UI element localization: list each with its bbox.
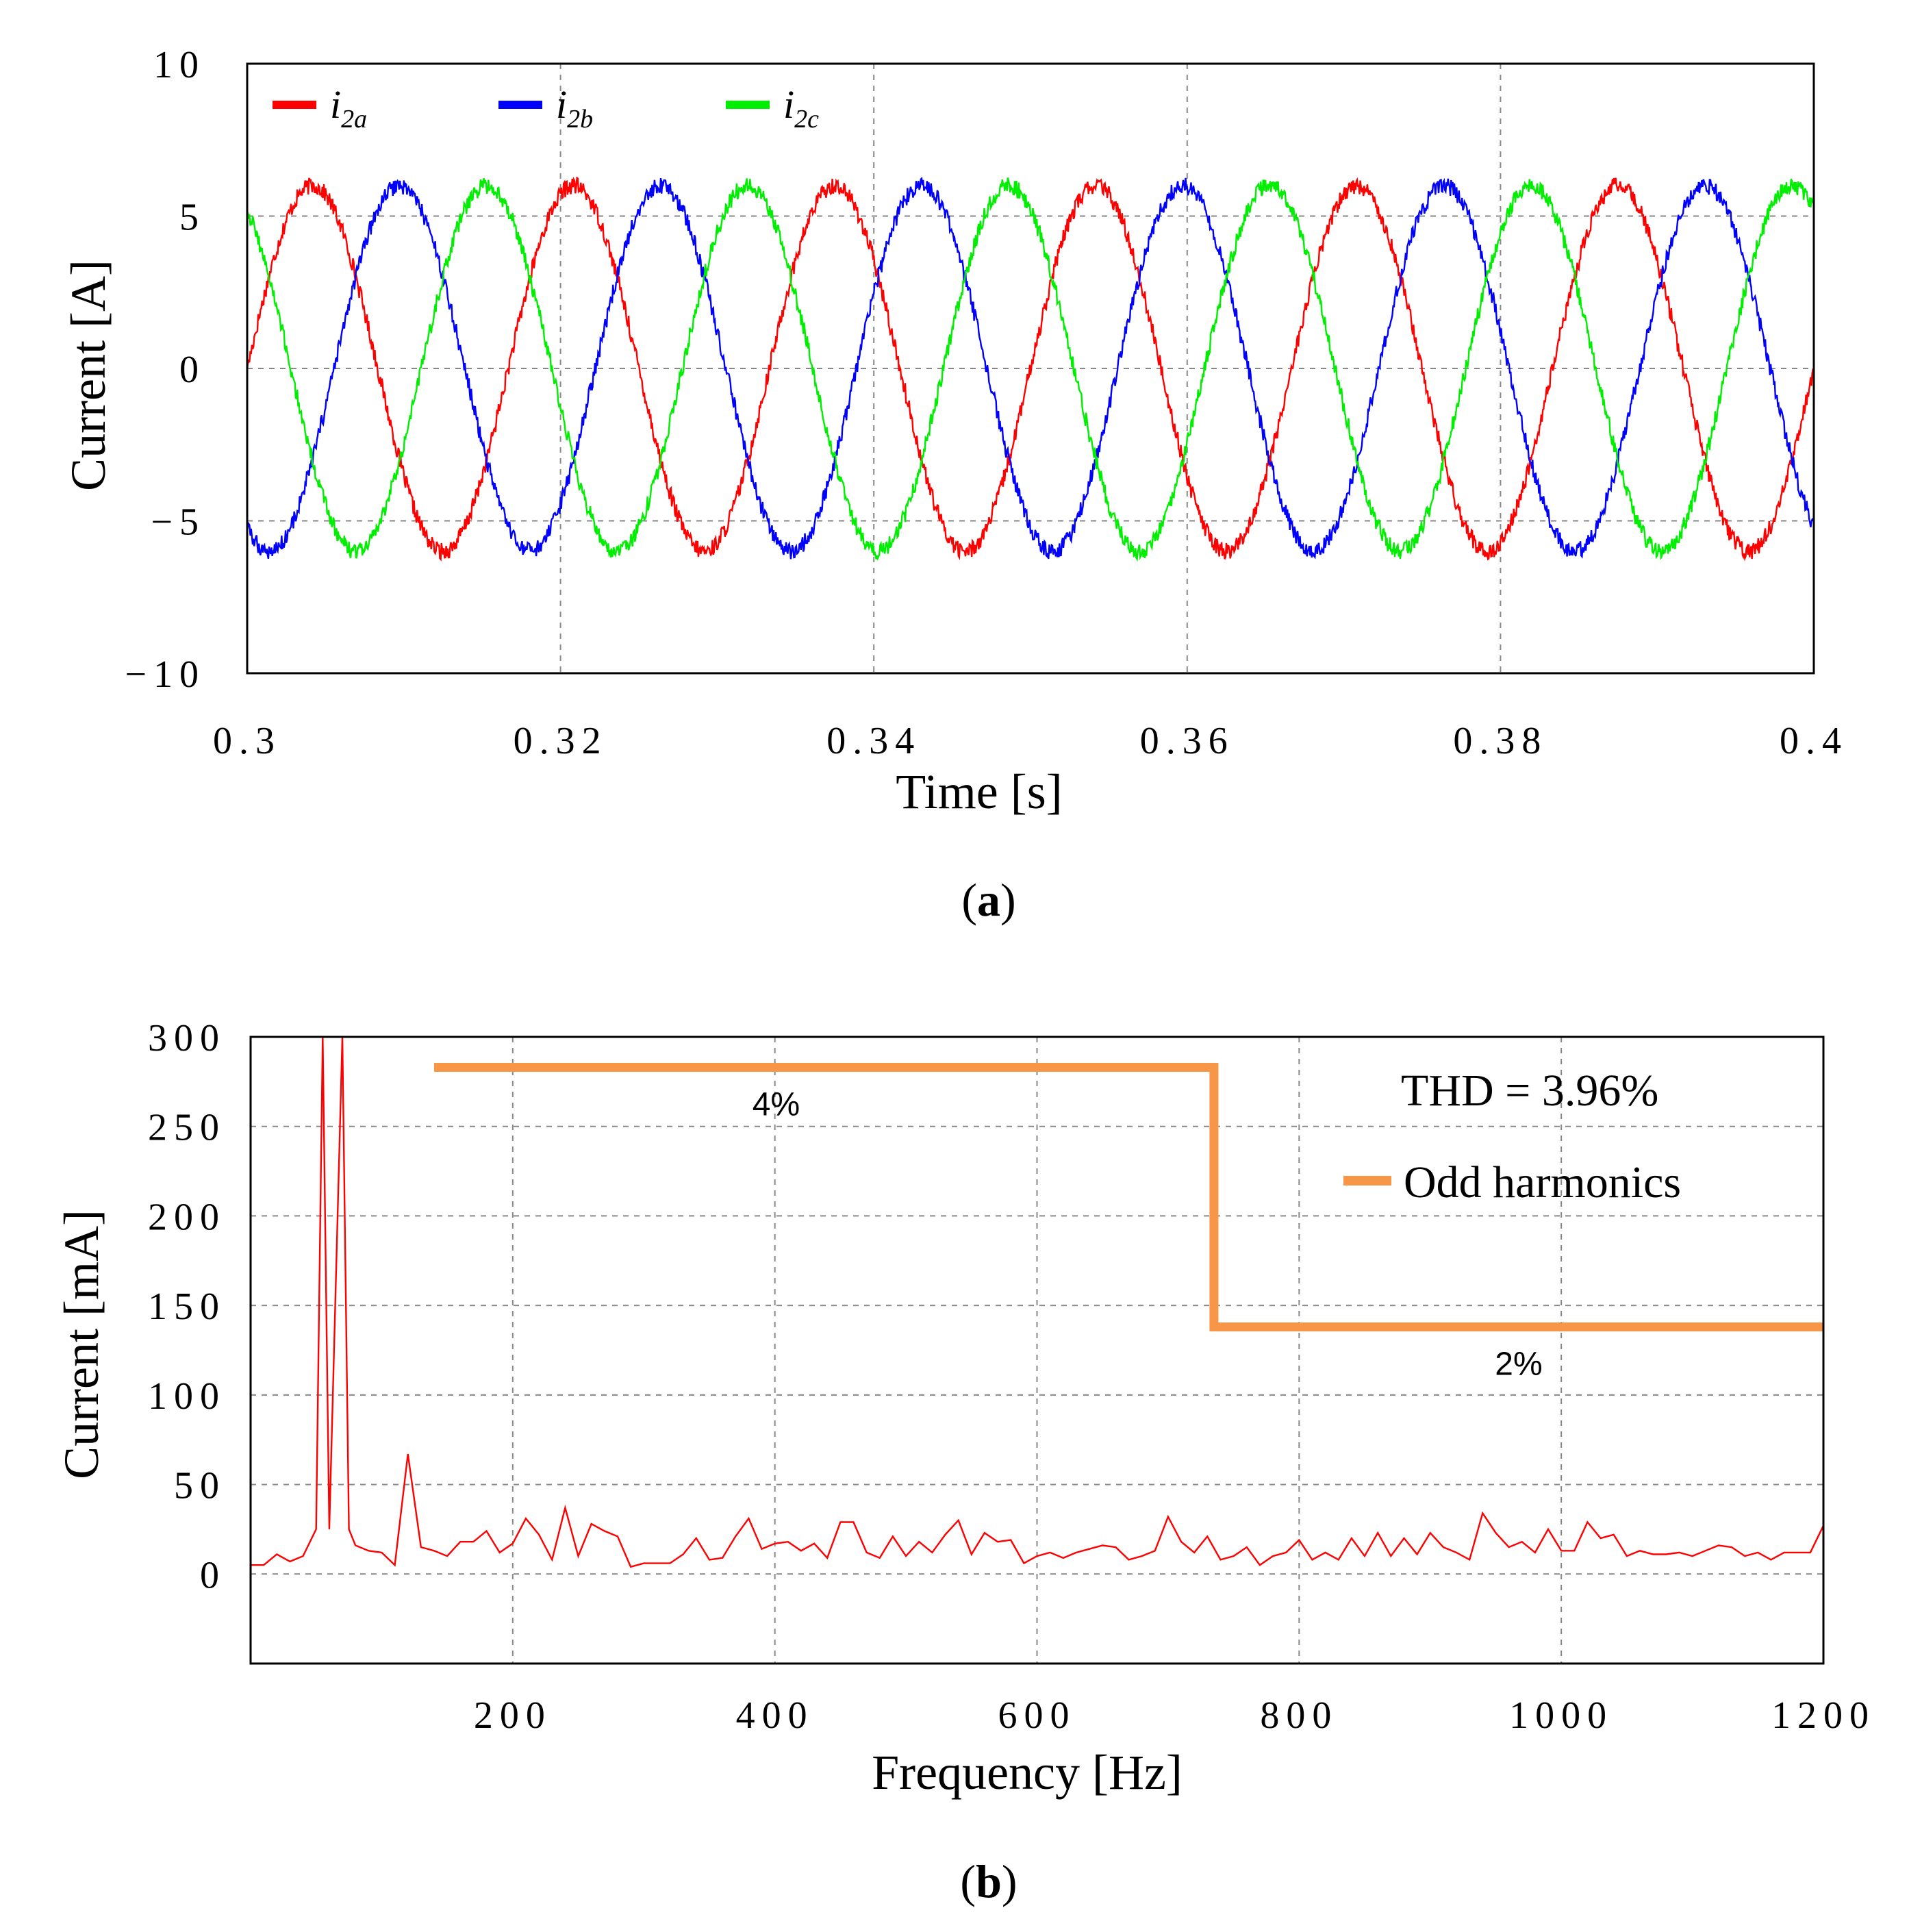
panel-b-y-tick-label: 100 [148,1375,226,1418]
panel-a-y-tick-label: 0 [179,349,205,391]
panel-a-x-tick-labels: 0.3 0.32 0.34 0.36 0.38 0.4 [213,720,1848,762]
panel-b-legend: Odd harmonics [1343,1157,1681,1207]
panel-a-plot-frame [246,62,1815,675]
panel-b-gridlines [251,1037,1823,1664]
panel-a-y-tick-label: −5 [151,501,205,544]
panel-b-y-tick-label: 200 [148,1196,226,1238]
panel-a-x-axis-label: Time [s] [896,764,1062,819]
panel-a-x-tick-label: 0.34 [826,720,921,762]
panel-b-harmonic-limit: 4% 2% [433,1062,1823,1383]
panel-b-y-tick-labels: 0 50 100 150 200 250 300 [148,1017,226,1596]
panel-a-x-tick-label: 0.4 [1780,720,1848,762]
panel-b-y-tick-label: 150 [148,1285,226,1328]
panel-a-y-tick-label: −10 [125,653,205,696]
legend-item-i2c: i2c [726,82,819,134]
panel-b-x-tick-label: 1000 [1509,1694,1613,1737]
legend-label-i2b: i2b [556,82,593,134]
panel-b-y-tick-label: 50 [174,1465,226,1507]
panel-a: −10 −5 0 5 10 0.3 0.32 0.34 0.36 0.38 0.4 i2a i2b… [61,44,1848,926]
legend-item-i2b: i2b [498,82,593,134]
odd-harmonic-limit-line [433,1062,1823,1332]
panel-a-legend: i2a i2b i2c [273,82,819,134]
legend-label-odd-harmonics: Odd harmonics [1404,1157,1681,1207]
panel-a-x-tick-label: 0.36 [1140,720,1235,762]
panel-b-x-tick-label: 1200 [1771,1694,1875,1737]
panel-b-x-tick-label: 400 [736,1694,814,1737]
series-line-spectrum [251,1037,1823,1568]
panel-b-x-axis-label: Frequency [Hz] [872,1745,1183,1800]
panel-b: 4% 2% 0 50 100 150 200 250 300 200 400 600 800 1000… [54,1017,1875,1907]
panel-a-x-tick-label: 0.38 [1453,720,1547,762]
series-line-i2c [246,177,1815,562]
panel-b-y-tick-label: 250 [148,1107,226,1149]
panel-b-y-tick-label: 300 [148,1017,226,1059]
panel-b-x-tick-label: 600 [998,1694,1076,1737]
panel-b-x-tick-label: 800 [1260,1694,1338,1737]
legend-label-i2c: i2c [783,82,819,134]
panel-b-series [251,1037,1823,1568]
panel-a-caption: (a) [961,874,1015,926]
legend-label-i2a: i2a [330,82,367,134]
limit-label-high-order: 2% [1495,1346,1542,1383]
limit-label-low-order: 4% [753,1086,800,1122]
panel-a-y-tick-labels: −10 −5 0 5 10 [125,44,205,696]
panel-b-x-tick-labels: 200 400 600 800 1000 1200 [474,1694,1875,1737]
panel-b-x-tick-label: 200 [474,1694,552,1737]
panel-a-y-tick-label: 10 [153,44,205,86]
panel-b-caption: (b) [960,1855,1017,1907]
series-line-i2a [246,176,1815,562]
panel-a-y-tick-label: 5 [179,197,205,239]
series-line-i2b [246,177,1815,560]
panel-b-y-tick-label: 0 [200,1554,226,1596]
panel-a-x-tick-label: 0.3 [213,720,281,762]
panel-a-x-tick-label: 0.32 [514,720,608,762]
panel-b-y-axis-label: Current [mA] [54,1209,109,1479]
panel-a-y-axis-label: Current [A] [61,260,116,491]
panel-b-plot-frame [249,1036,1825,1665]
legend-item-i2a: i2a [273,82,367,134]
thd-annotation: THD = 3.96% [1401,1066,1658,1116]
panel-a-series [246,176,1815,562]
